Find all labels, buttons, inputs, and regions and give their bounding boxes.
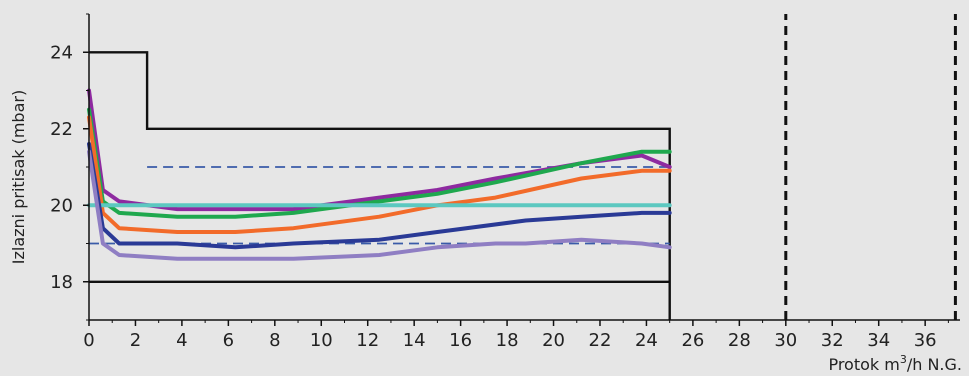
x-tick-label-20: 20: [542, 330, 565, 351]
y-axis-label: Izlazni pritisak (mbar): [9, 90, 28, 264]
x-tick-label-22: 22: [589, 330, 612, 351]
x-tick-label-26: 26: [681, 330, 704, 351]
x-tick-label-2: 2: [130, 330, 141, 351]
x-tick-label-24: 24: [635, 330, 658, 351]
x-tick-label-16: 16: [449, 330, 472, 351]
axes: [83, 13, 960, 326]
series-line-3: [87, 115, 672, 234]
x-tick-label-0: 0: [83, 330, 94, 351]
data-series: [87, 88, 672, 261]
x-tick-label-18: 18: [496, 330, 519, 351]
x-tick-label-6: 6: [223, 330, 234, 351]
x-tick-label-14: 14: [403, 330, 426, 351]
x-tick-label-10: 10: [310, 330, 333, 351]
x-tick-label-12: 12: [356, 330, 379, 351]
x-axis-label-main: Protok m: [828, 355, 899, 374]
x-tick-label-8: 8: [269, 330, 280, 351]
y-tick-label-18: 18: [50, 272, 73, 293]
x-axis-label-suffix: /h N.G.: [907, 355, 962, 374]
x-tick-label-36: 36: [914, 330, 937, 351]
x-tick-label-34: 34: [867, 330, 890, 351]
boundary-line-1: [89, 51, 671, 320]
series-line-6: [87, 149, 672, 261]
y-tick-label-20: 20: [50, 195, 73, 216]
y-tick-label-24: 24: [50, 42, 73, 63]
x-tick-label-32: 32: [821, 330, 844, 351]
x-tick-label-30: 30: [774, 330, 797, 351]
y-tick-label-22: 22: [50, 119, 73, 140]
x-tick-label-4: 4: [176, 330, 187, 351]
series-line-5: [87, 142, 672, 250]
x-tick-label-28: 28: [728, 330, 751, 351]
x-axis-label: Protok m3/h N.G.: [828, 353, 962, 374]
x-axis-label-sup: 3: [900, 353, 907, 366]
boundary-lines: [89, 14, 957, 320]
